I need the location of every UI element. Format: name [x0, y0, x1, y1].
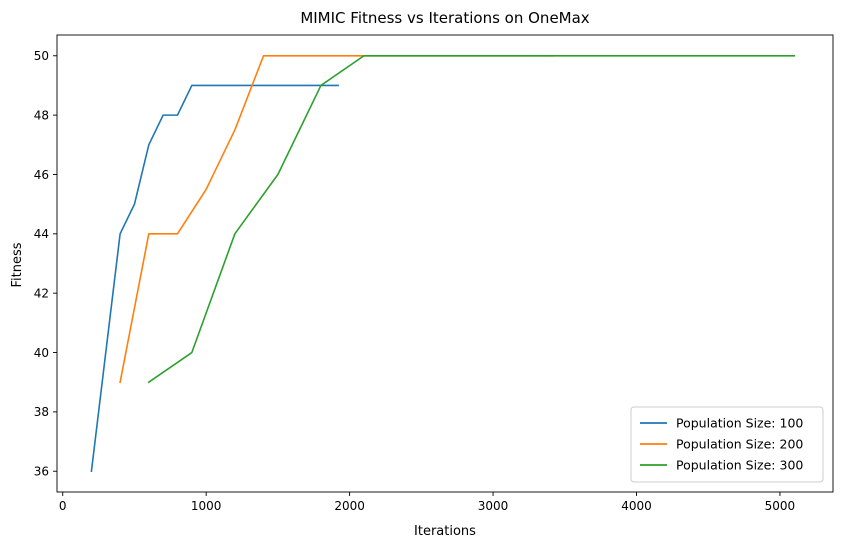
series-line-1 [90, 84, 339, 473]
x-tick-label: 4000 [621, 499, 652, 513]
x-tick-label: 0 [59, 499, 67, 513]
y-axis-label: Fitness [10, 242, 25, 287]
y-tick-label: 48 [34, 108, 49, 122]
legend-label-3: Population Size: 300 [676, 458, 803, 473]
plot-area: 0 1000 2000 3000 4000 5000 36 38 40 42 44 46 48 50 [34, 34, 834, 513]
x-tick-label: 2000 [334, 499, 365, 513]
y-tick-label: 50 [34, 49, 49, 63]
x-tick-label: 5000 [765, 499, 796, 513]
legend-box [630, 406, 824, 483]
y-tick-label: 42 [34, 286, 49, 300]
y-tick-label: 46 [34, 168, 49, 182]
legend-label-2: Population Size: 200 [676, 437, 803, 452]
y-tick-label: 36 [34, 465, 49, 479]
x-tick-label: 1000 [191, 499, 222, 513]
y-tick-label: 38 [34, 405, 49, 419]
x-axis-label: Iterations [414, 524, 476, 539]
legend: Population Size: 100 Population Size: 200… [630, 406, 824, 483]
y-tick-label: 40 [34, 346, 49, 360]
series-line-3 [147, 54, 796, 384]
legend-label-1: Population Size: 100 [676, 416, 803, 431]
plot-frame [56, 34, 834, 493]
chart-title: MIMIC Fitness vs Iterations on OneMax [300, 9, 589, 27]
series-line-2 [119, 54, 555, 384]
x-tick-label: 3000 [478, 499, 509, 513]
y-tick-label: 44 [34, 227, 49, 241]
